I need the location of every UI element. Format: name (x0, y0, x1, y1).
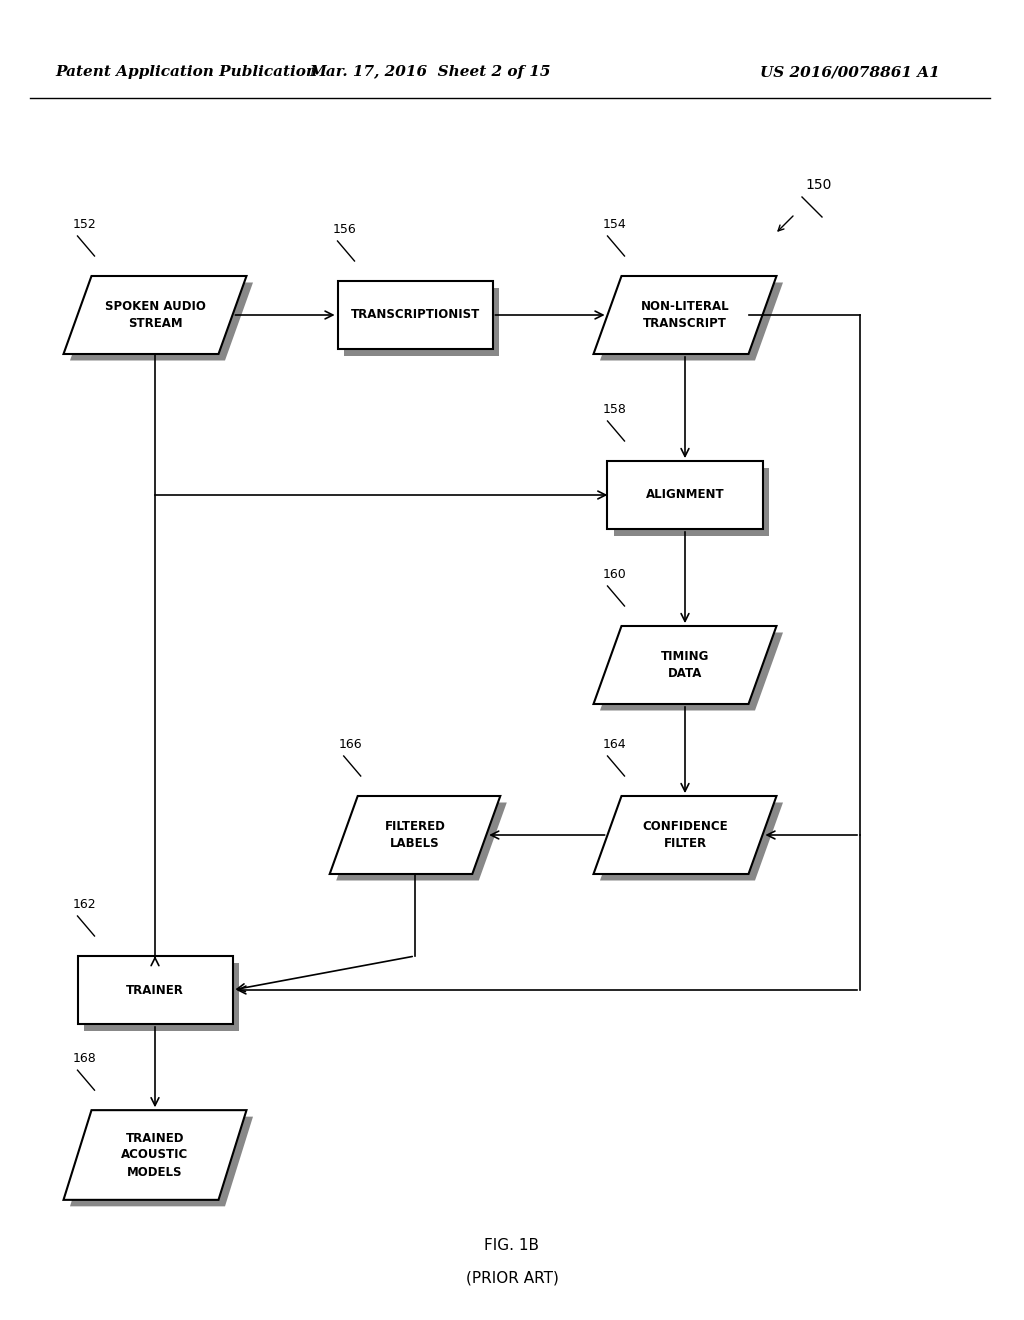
Polygon shape (600, 282, 783, 360)
Polygon shape (607, 461, 763, 529)
Polygon shape (336, 803, 507, 880)
Text: 154: 154 (602, 218, 627, 231)
Text: 160: 160 (602, 568, 627, 581)
Text: TRAINER: TRAINER (126, 983, 184, 997)
Polygon shape (600, 803, 783, 880)
Polygon shape (344, 288, 499, 355)
Polygon shape (614, 467, 769, 536)
Polygon shape (330, 796, 501, 874)
Text: 166: 166 (339, 738, 362, 751)
Text: Patent Application Publication: Patent Application Publication (55, 65, 317, 79)
Text: US 2016/0078861 A1: US 2016/0078861 A1 (760, 65, 940, 79)
Text: (PRIOR ART): (PRIOR ART) (466, 1270, 558, 1286)
Text: Mar. 17, 2016  Sheet 2 of 15: Mar. 17, 2016 Sheet 2 of 15 (309, 65, 551, 79)
Polygon shape (600, 632, 783, 710)
Text: CONFIDENCE
FILTER: CONFIDENCE FILTER (642, 820, 728, 850)
Polygon shape (63, 1110, 247, 1200)
Polygon shape (594, 626, 776, 704)
Polygon shape (70, 1117, 253, 1206)
Text: 164: 164 (602, 738, 626, 751)
Text: 168: 168 (73, 1052, 96, 1065)
Polygon shape (78, 956, 232, 1024)
Text: NON-LITERAL
TRANSCRIPT: NON-LITERAL TRANSCRIPT (641, 300, 729, 330)
Text: 156: 156 (333, 223, 356, 236)
Text: TRANSCRIPTIONIST: TRANSCRIPTIONIST (350, 309, 479, 322)
Polygon shape (84, 962, 239, 1031)
Text: 158: 158 (602, 403, 627, 416)
Text: ALIGNMENT: ALIGNMENT (646, 488, 724, 502)
Text: FIG. 1B: FIG. 1B (484, 1238, 540, 1253)
Polygon shape (70, 282, 253, 360)
Text: 150: 150 (805, 178, 831, 191)
Polygon shape (63, 276, 247, 354)
Text: FILTERED
LABELS: FILTERED LABELS (385, 820, 445, 850)
Text: 162: 162 (73, 898, 96, 911)
Polygon shape (594, 796, 776, 874)
Text: TIMING
DATA: TIMING DATA (660, 649, 710, 680)
Polygon shape (338, 281, 493, 348)
Polygon shape (594, 276, 776, 354)
Text: 152: 152 (73, 218, 96, 231)
Text: TRAINED
ACOUSTIC
MODELS: TRAINED ACOUSTIC MODELS (122, 1131, 188, 1179)
Text: SPOKEN AUDIO
STREAM: SPOKEN AUDIO STREAM (104, 300, 206, 330)
